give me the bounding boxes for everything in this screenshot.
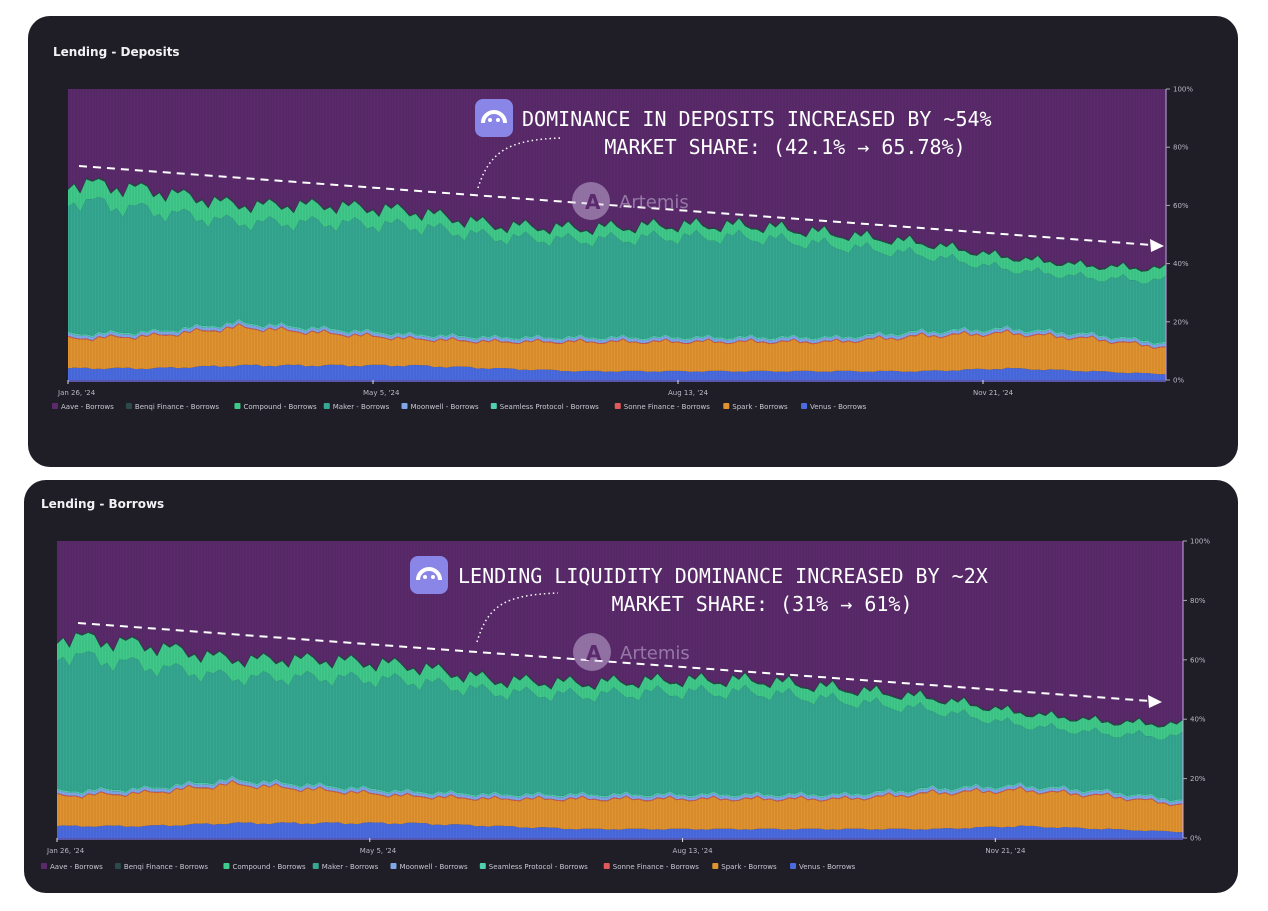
chart-title: Lending - Borrows: [41, 497, 165, 511]
chart-title: Lending - Deposits: [53, 45, 180, 59]
borrows-card: Lending - Borrows: [24, 480, 1238, 893]
deposits-card: Lending - Deposits: [28, 16, 1238, 467]
